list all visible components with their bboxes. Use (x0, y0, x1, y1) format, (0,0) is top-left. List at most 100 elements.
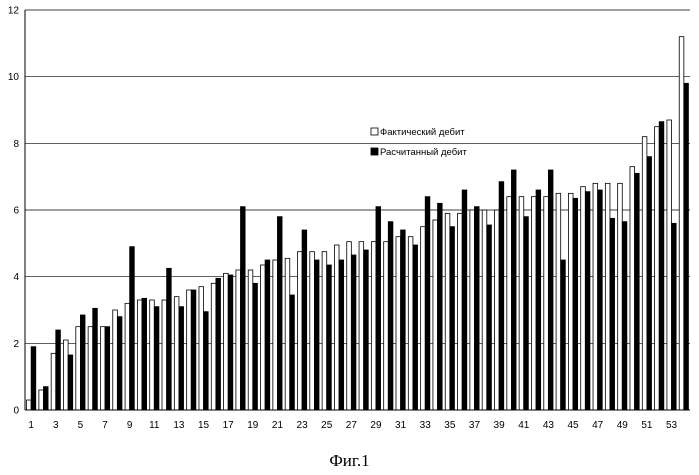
bar-calculated (277, 217, 282, 410)
x-tick-label: 9 (127, 420, 133, 431)
bar-calculated (290, 295, 295, 410)
bar-actual (581, 187, 586, 410)
bar-calculated (93, 308, 98, 410)
y-tick-label: 6 (13, 206, 19, 217)
x-tick-label: 41 (518, 420, 530, 431)
bar-actual (544, 197, 549, 410)
bar-calculated (179, 307, 184, 410)
bar-actual (519, 197, 524, 410)
bar-actual (113, 310, 118, 410)
y-tick-label: 0 (13, 406, 19, 417)
x-tick-label: 17 (223, 420, 235, 431)
bar-calculated (672, 223, 677, 410)
y-tick-label: 2 (13, 339, 19, 350)
legend-swatch-calculated (371, 148, 378, 155)
bar-actual (347, 242, 352, 410)
bar-calculated (376, 207, 381, 410)
bar-calculated (43, 387, 48, 410)
bar-calculated (401, 230, 406, 410)
bar-actual (556, 193, 561, 410)
bar-actual (174, 297, 179, 410)
bar-actual (261, 265, 266, 410)
bar-calculated (487, 225, 492, 410)
x-tick-labels: 1357911131517192123252729313335373941434… (28, 420, 677, 431)
bar-calculated (241, 207, 246, 410)
x-tick-label: 3 (53, 420, 59, 431)
bar-calculated (105, 327, 110, 410)
bar-calculated (610, 218, 615, 410)
bar-actual (531, 197, 536, 410)
x-tick-label: 47 (592, 420, 604, 431)
bar-calculated (659, 122, 664, 410)
bar-calculated (499, 182, 504, 410)
bar-actual (642, 137, 647, 410)
bar-actual (248, 270, 253, 410)
bar-actual (39, 390, 44, 410)
bar-actual (421, 227, 426, 410)
bar-actual (384, 242, 389, 410)
legend-label-actual: Фактический дебит (380, 127, 465, 138)
bar-calculated (364, 250, 369, 410)
bar-actual (470, 210, 475, 410)
bar-calculated (56, 330, 61, 410)
x-tick-label: 31 (395, 420, 407, 431)
bar-calculated (314, 260, 319, 410)
y-tick-label: 12 (8, 6, 20, 17)
y-tick-labels: 024681012 (8, 6, 20, 417)
bar-calculated (216, 278, 221, 410)
bar-calculated (302, 230, 307, 410)
bar-calculated (684, 83, 689, 410)
legend-label-calculated: Расчитанный дебит (380, 147, 467, 158)
x-tick-label: 51 (641, 420, 653, 431)
x-tick-label: 53 (666, 420, 678, 431)
bar-calculated (425, 197, 430, 410)
x-tick-label: 25 (321, 420, 333, 431)
bar-actual (568, 193, 573, 410)
bar-calculated (68, 355, 73, 410)
bar-calculated (142, 298, 147, 410)
y-tick-label: 4 (13, 272, 19, 283)
bar-actual (359, 242, 364, 410)
bar-calculated (413, 245, 418, 410)
x-tick-label: 13 (173, 420, 185, 431)
bar-actual (27, 400, 32, 410)
x-tick-label: 33 (420, 420, 432, 431)
bar-actual (285, 258, 290, 410)
bar-actual (150, 300, 155, 410)
bar-actual (88, 327, 93, 410)
x-tick-label: 29 (370, 420, 382, 431)
bar-calculated (351, 255, 356, 410)
bar-actual (396, 237, 401, 410)
bar-actual (495, 210, 500, 410)
legend: Фактический дебит Расчитанный дебит (371, 127, 467, 158)
bar-calculated (339, 260, 344, 410)
figure-caption: Фиг.1 (0, 451, 699, 471)
bar-calculated (130, 247, 135, 410)
x-tick-label: 23 (297, 420, 309, 431)
bar-actual (679, 37, 684, 410)
bar-actual (100, 327, 105, 410)
bar-actual (322, 252, 327, 410)
bar-calculated (265, 260, 270, 410)
x-tick-label: 11 (149, 420, 160, 431)
x-tick-label: 43 (543, 420, 555, 431)
bar-actual (655, 127, 660, 410)
bar-calculated (388, 222, 393, 410)
bar-calculated (80, 315, 85, 410)
bar-chart: 024681012 135791113151719212325272931333… (0, 0, 699, 445)
bar-actual (224, 273, 229, 410)
bar-actual (605, 183, 610, 410)
bar-actual (618, 183, 623, 410)
bar-calculated (327, 265, 332, 410)
bar-actual (433, 220, 438, 410)
bar-actual (408, 237, 413, 410)
bar-calculated (622, 222, 627, 410)
x-tick-label: 7 (102, 420, 108, 431)
bar-actual (630, 167, 635, 410)
bar-calculated (474, 207, 479, 410)
bar-actual (199, 287, 204, 410)
bar-calculated (438, 203, 443, 410)
bar-actual (76, 327, 81, 410)
legend-swatch-actual (371, 128, 378, 135)
bar-calculated (228, 275, 233, 410)
